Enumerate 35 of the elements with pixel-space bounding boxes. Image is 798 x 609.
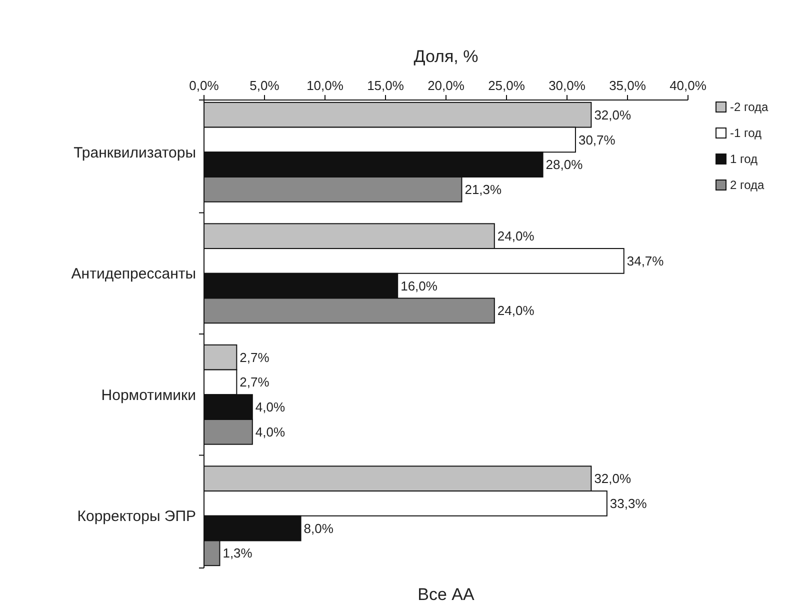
- data-label: 30,7%: [578, 132, 616, 148]
- y-tick-label: Корректоры ЭПР: [77, 508, 196, 526]
- data-label: 24,0%: [497, 228, 535, 244]
- data-label: 33,3%: [610, 496, 648, 511]
- x-tick-label: 35,0%: [609, 78, 646, 93]
- legend-label: 2 года: [730, 178, 765, 192]
- y-tick-label: Нормотимики: [101, 386, 196, 404]
- x-axis-title: Доля, %: [414, 47, 478, 66]
- data-label: 28,0%: [546, 157, 584, 172]
- y-tick-label: Антидепрессанты: [71, 266, 196, 283]
- data-label: 32,0%: [594, 471, 632, 486]
- x-tick-label: 40,0%: [670, 78, 707, 93]
- data-label: 8,0%: [304, 520, 334, 536]
- legend-label: -2 года: [730, 100, 769, 114]
- data-label: 2,7%: [240, 374, 270, 390]
- y-tick-label: Транквилизаторы: [74, 144, 196, 162]
- x-tick-label: 0,0%: [189, 78, 220, 93]
- legend-label: 1 год: [730, 152, 758, 166]
- x-tick-label: 25,0%: [488, 78, 526, 93]
- data-label: 34,7%: [626, 254, 664, 268]
- x-tick-label: 10,0%: [306, 78, 344, 93]
- data-label: 32,0%: [594, 107, 632, 122]
- legend-label: -1 год: [730, 126, 762, 140]
- data-label: 24,0%: [497, 303, 535, 318]
- x-tick-label: 20,0%: [428, 78, 465, 93]
- x-tick-label: 30,0%: [548, 78, 586, 93]
- data-label: 21,3%: [464, 182, 502, 197]
- data-label: 4,0%: [255, 400, 286, 415]
- data-label: 16,0%: [400, 278, 438, 294]
- data-label: 1,3%: [222, 546, 253, 561]
- x-tick-label: 5,0%: [250, 78, 280, 93]
- data-label: 2,7%: [240, 350, 270, 365]
- data-label: 4,0%: [255, 424, 286, 440]
- x-tick-label: 15,0%: [367, 78, 404, 93]
- text: Все АА: [418, 585, 476, 604]
